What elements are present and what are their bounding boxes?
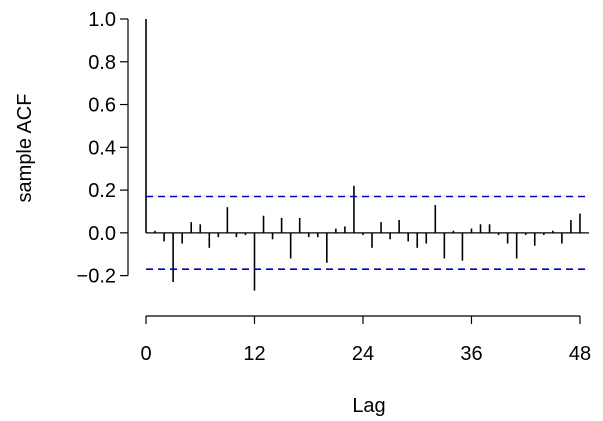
y-tick-label: 0.8 — [88, 52, 116, 74]
x-tick-label: 12 — [243, 343, 265, 365]
x-tick-label: 36 — [460, 343, 482, 365]
y-tick-label: −0.2 — [77, 266, 116, 288]
x-axis-label: Lag — [352, 395, 385, 417]
y-tick-label: 0.6 — [88, 95, 116, 117]
x-axis: 0 12 24 36 48 — [140, 315, 591, 365]
y-axis: −0.2 0.0 0.2 0.4 0.6 0.8 1.0 — [77, 9, 129, 288]
y-tick-label: 0.0 — [88, 223, 116, 245]
y-tick-label: 0.4 — [88, 137, 116, 159]
confidence-bounds — [146, 195, 589, 271]
x-tick-label: 0 — [140, 343, 151, 365]
y-tick-label: 1.0 — [88, 9, 116, 31]
acf-bars — [145, 19, 581, 291]
x-tick-label: 24 — [352, 343, 374, 365]
x-tick-label: 48 — [569, 343, 591, 365]
y-tick-label: 0.2 — [88, 180, 116, 202]
y-axis-label: sample ACF — [14, 94, 36, 203]
